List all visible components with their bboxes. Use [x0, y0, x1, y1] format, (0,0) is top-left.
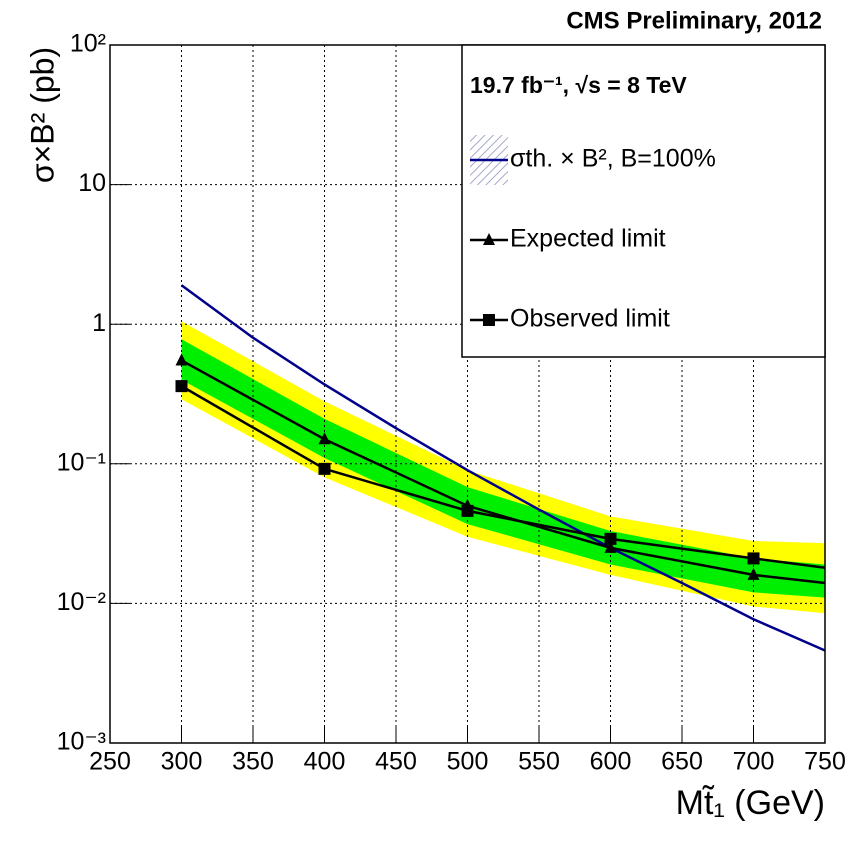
legend-marker: [483, 314, 495, 326]
x-tick-label: 500: [447, 748, 489, 776]
annotation: 19.7 fb⁻¹, √s = 8 TeV: [470, 72, 687, 98]
series-line: [180, 385, 826, 570]
marker: [175, 380, 188, 393]
marker: [318, 432, 331, 445]
chart-title: CMS Preliminary, 2012: [566, 7, 822, 34]
legend-label: Observed limit: [510, 305, 670, 333]
y-tick-label: 10²: [70, 30, 106, 58]
y-tick-label: 10⁻³: [57, 728, 106, 756]
marker: [747, 552, 760, 565]
marker: [604, 532, 617, 545]
x-tick-label: 650: [661, 748, 703, 776]
x-tick-label: 750: [804, 748, 846, 776]
x-tick-label: 350: [232, 748, 274, 776]
band: [181, 339, 825, 598]
legend-label: Expected limit: [510, 225, 666, 253]
marker: [175, 353, 188, 366]
x-tick-label: 600: [590, 748, 632, 776]
band: [181, 321, 825, 614]
x-axis-label: Mt̃₁ (GeV): [676, 784, 825, 822]
x-tick-label: 300: [161, 748, 203, 776]
legend-label: σth. × B², B=100%: [510, 145, 716, 173]
x-tick-label: 250: [89, 748, 131, 776]
series-line: [180, 284, 826, 652]
x-tick-label: 400: [304, 748, 346, 776]
marker: [461, 504, 474, 517]
x-tick-label: 450: [375, 748, 417, 776]
marker: [747, 567, 760, 580]
y-axis-label: σ×B² (pb): [24, 47, 60, 183]
marker: [318, 462, 331, 475]
x-tick-label: 550: [518, 748, 560, 776]
y-tick-label: 1: [92, 309, 106, 337]
y-tick-label: 10: [78, 169, 106, 197]
series-line: [180, 359, 826, 585]
y-tick-label: 10⁻²: [57, 588, 106, 616]
marker: [604, 540, 617, 553]
legend-marker: [483, 233, 495, 245]
y-tick-label: 10⁻¹: [57, 448, 106, 476]
x-tick-label: 700: [733, 748, 775, 776]
legend-box: [461, 44, 826, 358]
